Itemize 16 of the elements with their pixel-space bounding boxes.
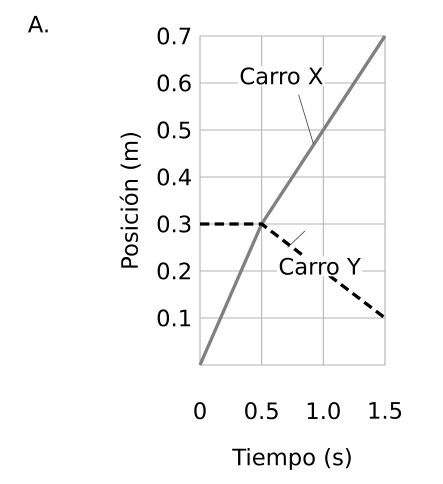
y-axis-title: Posición (m) <box>120 133 141 268</box>
y-tick-label: 0.2 <box>158 262 190 280</box>
x-tick-label: 1.5 <box>369 402 402 419</box>
x-tick-label: 1.0 <box>308 402 340 420</box>
y-tick-label: 0.1 <box>158 309 190 327</box>
y-tick-label: 0.6 <box>158 74 191 92</box>
y-tick-label: 0.3 <box>158 215 190 233</box>
x-axis-title: Tiempo (s) <box>232 448 351 470</box>
x-tick-label: 0.5 <box>245 402 278 420</box>
y-tick-label: 0.4 <box>158 168 191 186</box>
series-label: Carro Y <box>280 258 361 275</box>
series-label: Carro X <box>240 67 323 85</box>
y-tick-label: 0.7 <box>158 27 190 45</box>
text: A. <box>28 16 48 32</box>
x-tick-label: 0 <box>194 402 206 420</box>
y-tick-label: 0.5 <box>158 121 190 139</box>
